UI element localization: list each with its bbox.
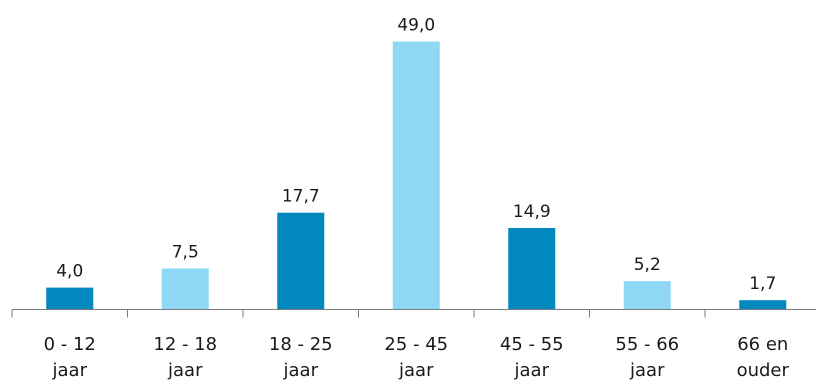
x-tick-label-line: 66 en xyxy=(737,334,788,355)
x-tick-label-line: 18 - 25 xyxy=(269,334,333,355)
x-tick-label-1: 0 - 12 jaar xyxy=(44,334,96,381)
x-axis xyxy=(11,309,816,318)
x-tick-label-line: jaar xyxy=(52,360,88,381)
bar-5 xyxy=(508,228,556,310)
data-label-7: 1,7 xyxy=(749,274,776,294)
x-tick-label-line: jaar xyxy=(167,360,203,381)
x-tick-label-line: 0 - 12 xyxy=(44,334,96,355)
data-label-6: 5,2 xyxy=(634,255,661,275)
bar-4 xyxy=(392,41,440,310)
x-tick-label-line: 12 - 18 xyxy=(153,334,217,355)
x-tick-label-line: 45 - 55 xyxy=(500,334,564,355)
x-tick-label-line: jaar xyxy=(283,360,319,381)
x-tick-label-line: jaar xyxy=(398,360,434,381)
data-label-3: 17,7 xyxy=(282,187,320,207)
x-tick-label-line: jaar xyxy=(629,360,665,381)
x-tick-label-line: 25 - 45 xyxy=(384,334,448,355)
data-label-5: 14,9 xyxy=(513,202,551,222)
x-tick-label-line: ouder xyxy=(737,360,790,381)
bar-2 xyxy=(161,268,209,310)
x-tick-label-6: 55 - 66 jaar xyxy=(615,334,679,381)
data-label-1: 4,0 xyxy=(56,262,83,282)
bar-3 xyxy=(277,212,325,310)
x-tick-label-2: 12 - 18 jaar xyxy=(153,334,217,381)
value-labels-layer: 4,0 7,5 17,7 49,0 14,9 5,2 1,7 xyxy=(56,16,776,295)
x-tick-label-5: 45 - 55 jaar xyxy=(500,334,564,381)
data-label-2: 7,5 xyxy=(172,242,199,262)
x-tick-labels: 0 - 12 jaar 12 - 18 jaar 18 - 25 jaar 25 - 45 j… xyxy=(44,334,790,381)
x-tick-label-7: 66 en ouder xyxy=(737,334,790,381)
x-tick-label-4: 25 - 45 jaar xyxy=(384,334,448,381)
x-tick-label-line: 55 - 66 xyxy=(615,334,679,355)
bars-layer xyxy=(46,41,787,310)
data-label-4: 49,0 xyxy=(397,16,435,36)
x-tick-label-line: jaar xyxy=(514,360,550,381)
bar-7 xyxy=(739,300,787,310)
x-tick-label-3: 18 - 25 jaar xyxy=(269,334,333,381)
bar-6 xyxy=(623,281,671,310)
bar-1 xyxy=(46,287,94,310)
